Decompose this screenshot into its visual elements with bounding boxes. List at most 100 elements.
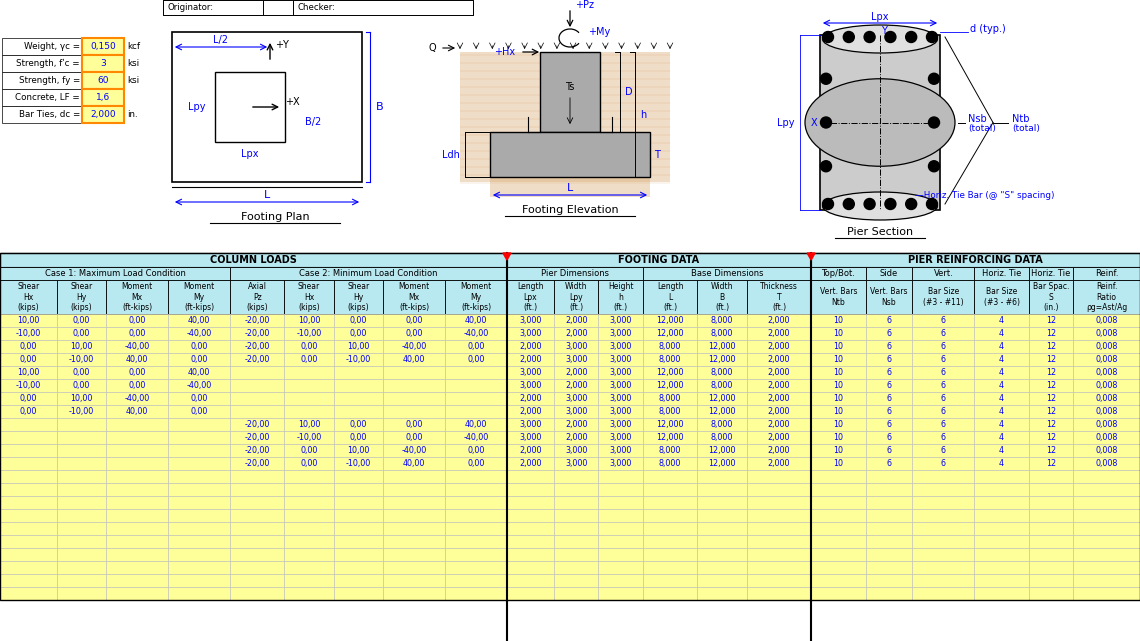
Bar	[334, 353, 383, 366]
Bar	[383, 405, 445, 418]
Text: 3,000: 3,000	[565, 342, 587, 351]
Bar	[643, 418, 698, 431]
Text: Footing Plan: Footing Plan	[241, 212, 309, 222]
Bar	[383, 483, 445, 496]
Bar	[169, 587, 230, 600]
Bar	[106, 379, 169, 392]
Bar	[554, 431, 598, 444]
Bar	[698, 280, 747, 314]
Text: 2,000: 2,000	[767, 407, 790, 416]
Text: 10,00: 10,00	[298, 420, 320, 429]
Bar	[106, 483, 169, 496]
Text: 40,00: 40,00	[127, 355, 148, 364]
Bar	[445, 353, 507, 366]
Text: PIER REINFORCING DATA: PIER REINFORCING DATA	[909, 255, 1043, 265]
Bar	[975, 405, 1028, 418]
Bar	[230, 280, 284, 314]
Text: -10,00: -10,00	[296, 329, 321, 338]
Bar	[811, 574, 865, 587]
Text: h: h	[640, 110, 646, 119]
Text: 6: 6	[887, 446, 891, 455]
Text: Reinf.
Ratio
ρg=Ast/Ag: Reinf. Ratio ρg=Ast/Ag	[1086, 282, 1127, 312]
Text: 10: 10	[833, 446, 844, 455]
Bar	[0, 561, 57, 574]
Bar	[1073, 561, 1140, 574]
Bar	[865, 548, 912, 561]
Bar	[0, 353, 57, 366]
Text: 8,000: 8,000	[711, 368, 733, 377]
Bar	[57, 392, 106, 405]
Bar	[811, 379, 865, 392]
Bar	[57, 280, 106, 314]
Text: 2,000: 2,000	[565, 329, 587, 338]
Text: 6: 6	[887, 368, 891, 377]
Text: -10,00: -10,00	[70, 407, 95, 416]
Bar	[598, 496, 643, 509]
Bar	[865, 483, 912, 496]
Bar	[230, 509, 284, 522]
Text: 2,000: 2,000	[519, 342, 542, 351]
Bar	[293, 0, 363, 15]
Text: 10: 10	[833, 394, 844, 403]
Bar	[643, 327, 698, 340]
Bar	[334, 561, 383, 574]
Bar	[445, 379, 507, 392]
Bar	[912, 548, 975, 561]
Bar	[106, 561, 169, 574]
Text: 12,000: 12,000	[657, 316, 684, 325]
Bar	[445, 574, 507, 587]
Bar	[598, 457, 643, 470]
Bar	[865, 280, 912, 314]
Bar	[284, 418, 334, 431]
Text: 4: 4	[999, 329, 1004, 338]
Text: Y: Y	[881, 26, 887, 36]
Bar	[445, 340, 507, 353]
Bar	[445, 405, 507, 418]
Bar	[811, 418, 865, 431]
Text: 4: 4	[999, 433, 1004, 442]
Bar	[106, 280, 169, 314]
Text: 8,000: 8,000	[711, 433, 733, 442]
Bar	[1028, 379, 1073, 392]
Bar	[507, 470, 554, 483]
Text: 0,008: 0,008	[1096, 446, 1118, 455]
Bar	[698, 535, 747, 548]
Bar	[284, 470, 334, 483]
Bar	[507, 431, 554, 444]
Text: Axial
Pz
(kips): Axial Pz (kips)	[246, 282, 268, 312]
Text: 3: 3	[100, 59, 106, 68]
Bar	[598, 353, 643, 366]
Bar	[230, 522, 284, 535]
Bar	[230, 353, 284, 366]
Text: 12,000: 12,000	[657, 368, 684, 377]
Text: 12,000: 12,000	[657, 433, 684, 442]
Bar	[865, 327, 912, 340]
Bar	[643, 405, 698, 418]
Bar	[865, 392, 912, 405]
Bar	[2, 38, 124, 55]
Text: D: D	[625, 87, 633, 97]
Bar	[383, 535, 445, 548]
Bar	[865, 267, 912, 280]
Text: 10: 10	[833, 368, 844, 377]
Bar	[169, 431, 230, 444]
Bar	[507, 509, 554, 522]
Bar	[334, 548, 383, 561]
Bar	[2, 55, 124, 72]
Ellipse shape	[805, 79, 955, 166]
Bar	[383, 522, 445, 535]
Text: 8,000: 8,000	[711, 420, 733, 429]
Bar	[230, 457, 284, 470]
Bar	[2, 72, 124, 89]
Text: 6: 6	[940, 407, 946, 416]
Bar	[106, 392, 169, 405]
Bar	[445, 457, 507, 470]
Bar	[554, 444, 598, 457]
Text: 10,00: 10,00	[71, 342, 92, 351]
Bar	[598, 535, 643, 548]
Bar	[106, 431, 169, 444]
Text: —Horiz. Tie Bar (@ "S" spacing): —Horiz. Tie Bar (@ "S" spacing)	[915, 190, 1054, 199]
Bar	[334, 327, 383, 340]
Text: Ntb: Ntb	[1012, 113, 1029, 124]
Bar	[643, 444, 698, 457]
